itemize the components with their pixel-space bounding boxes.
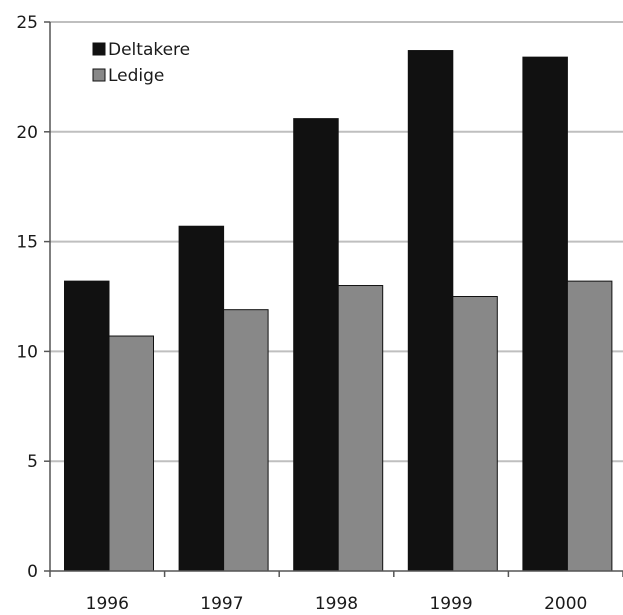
y-tick-label-15: 15 bbox=[16, 233, 38, 253]
bar-deltakere-1996 bbox=[64, 280, 110, 572]
legend-box bbox=[81, 30, 202, 92]
y-tick-label-0: 0 bbox=[27, 562, 38, 582]
bar-deltakere-2000 bbox=[522, 56, 568, 572]
legend-label-ledige: Ledige bbox=[108, 66, 164, 86]
legend-swatch-deltakere bbox=[92, 42, 106, 56]
bar-deltakere-1999 bbox=[407, 50, 454, 572]
legend-label-deltakere: Deltakere bbox=[108, 40, 190, 60]
x-tick-label-1996: 1996 bbox=[86, 594, 129, 614]
bar-deltakere-1998 bbox=[293, 118, 339, 572]
bars bbox=[64, 50, 613, 572]
bar-deltakere-1997 bbox=[178, 225, 225, 572]
legend-swatch-ledige bbox=[92, 68, 106, 82]
x-tick-label-1997: 1997 bbox=[200, 594, 243, 614]
y-tick-label-20: 20 bbox=[16, 123, 38, 143]
y-tick-label-5: 5 bbox=[27, 452, 38, 472]
y-tick-label-10: 10 bbox=[16, 342, 38, 362]
y-tick-label-25: 25 bbox=[16, 13, 38, 33]
x-tick-labels: 1996 1997 1998 1999 2000 bbox=[86, 594, 588, 614]
bar-ledige-2000 bbox=[566, 280, 613, 572]
y-tick-labels: 0 5 10 15 20 25 bbox=[16, 13, 38, 582]
axes bbox=[44, 21, 623, 577]
legend: Deltakere Ledige bbox=[81, 30, 202, 92]
x-tick-label-2000: 2000 bbox=[544, 594, 587, 614]
bar-ledige-1999 bbox=[452, 296, 498, 572]
bar-ledige-1998 bbox=[337, 285, 384, 572]
x-tick-label-1999: 1999 bbox=[429, 594, 472, 614]
bar-ledige-1997 bbox=[223, 309, 269, 572]
x-tick-label-1998: 1998 bbox=[315, 594, 358, 614]
bar-ledige-1996 bbox=[108, 335, 154, 572]
